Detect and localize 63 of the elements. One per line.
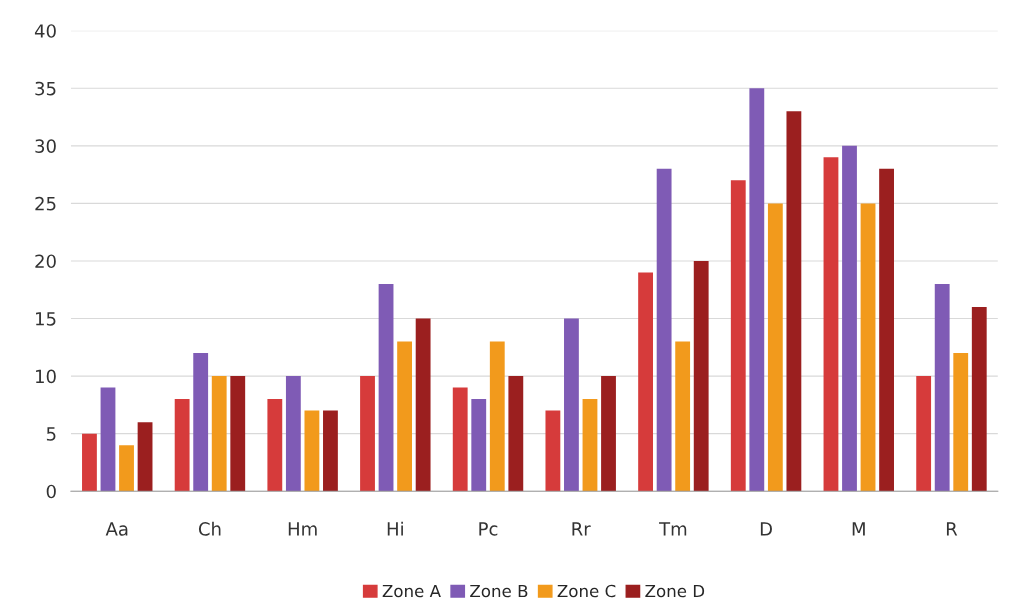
bar — [508, 376, 524, 492]
y-tick-label: 40 — [34, 24, 56, 38]
bar — [601, 376, 616, 492]
bar — [397, 341, 413, 492]
bar — [119, 445, 134, 492]
x-tick-label: Aa — [105, 522, 128, 536]
bar — [471, 399, 487, 492]
bar — [211, 376, 227, 492]
bar — [953, 353, 969, 492]
x-tick-label: Pc — [479, 522, 498, 536]
y-tick-label: 10 — [36, 369, 56, 384]
bar — [638, 272, 653, 492]
bar — [749, 88, 765, 492]
legend-label: Zone C — [557, 584, 616, 598]
bar — [730, 180, 746, 492]
bar — [786, 111, 802, 492]
bar — [489, 341, 505, 492]
bar — [675, 341, 691, 492]
bar — [137, 422, 153, 492]
legend-label: Zone A — [382, 584, 441, 598]
bar — [174, 399, 190, 492]
y-tick-label: 0 — [46, 484, 56, 499]
bar — [860, 203, 876, 492]
bar — [971, 307, 987, 492]
bar — [545, 410, 561, 492]
x-tick-label: M — [852, 522, 865, 536]
bar — [193, 353, 209, 492]
x-tick-label: R — [946, 522, 958, 536]
bar — [916, 376, 932, 492]
bar — [230, 376, 246, 492]
bar — [693, 260, 709, 492]
bar — [378, 283, 394, 492]
bar — [452, 387, 468, 492]
bar — [934, 283, 950, 492]
x-tick-label: D — [760, 522, 772, 536]
bar — [360, 376, 375, 492]
bar — [842, 145, 857, 492]
y-tick-label: 35 — [35, 81, 56, 96]
bar — [823, 157, 839, 492]
x-tick-label: Hm — [288, 522, 317, 536]
bar — [323, 410, 338, 492]
bar — [100, 387, 116, 492]
y-tick-label: 30 — [35, 139, 56, 153]
x-tick-label: Rr — [572, 522, 591, 536]
bar — [656, 168, 672, 492]
bar — [879, 168, 894, 492]
x-tick-label: Tm — [659, 522, 687, 536]
legend-label: Zone B — [470, 584, 528, 598]
x-tick-label: Hi — [387, 521, 403, 536]
y-tick-label: 20 — [35, 254, 56, 269]
bar — [82, 433, 97, 492]
y-tick-label: 5 — [46, 427, 56, 441]
bar — [767, 203, 783, 492]
legend-label: Zone D — [645, 584, 705, 598]
bar — [285, 376, 301, 492]
bar — [564, 318, 579, 492]
bar — [415, 318, 431, 492]
y-tick-label: 15 — [36, 312, 56, 326]
bar — [267, 399, 283, 492]
y-tick-label: 25 — [35, 196, 56, 211]
x-tick-label: Ch — [198, 521, 221, 536]
bar — [582, 399, 598, 492]
bar — [304, 410, 320, 492]
